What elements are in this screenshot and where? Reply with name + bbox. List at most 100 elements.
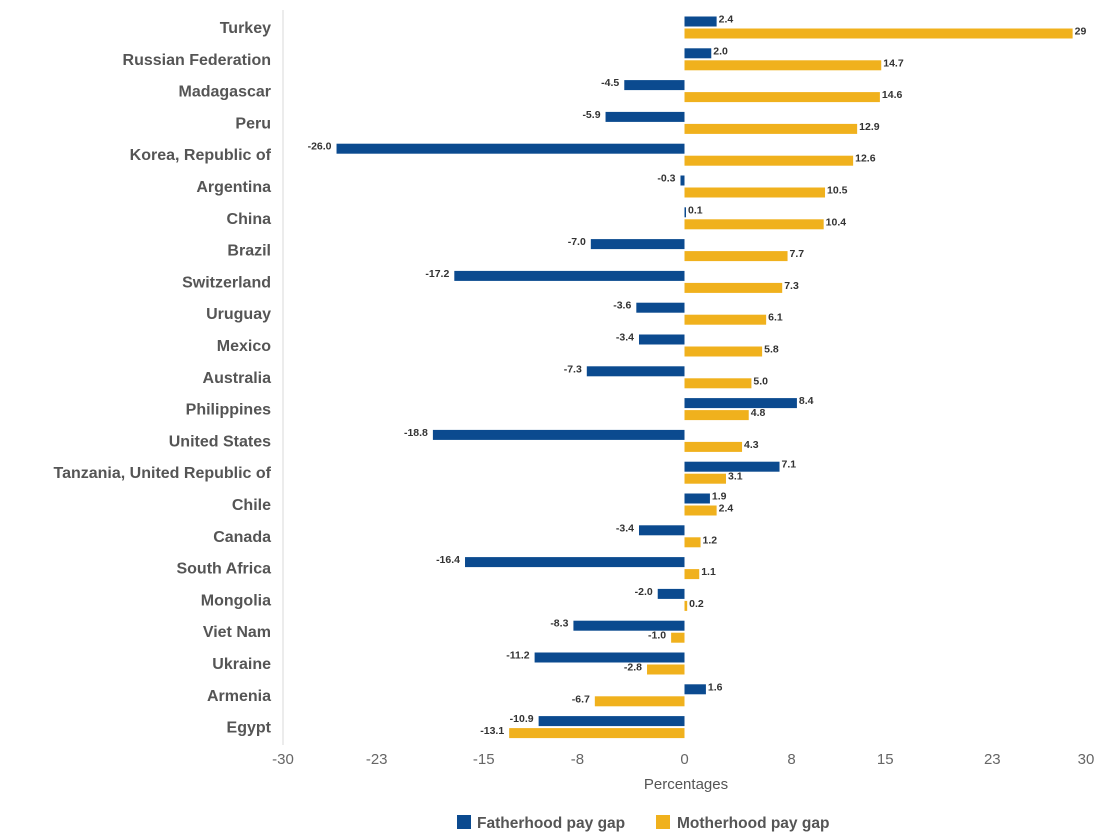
x-axis-title: Percentages (644, 776, 728, 793)
fatherhood-value-label-switzerland: -17.2 (425, 268, 449, 280)
category-label-china: China (227, 211, 272, 228)
motherhood-value-label-madagascar: 14.6 (882, 89, 903, 101)
motherhood-value-label-canada: 1.2 (703, 534, 718, 546)
bars-group (336, 16, 1073, 739)
category-label-philippines: Philippines (186, 402, 271, 419)
motherhood-bar-korea-republic-of (684, 155, 854, 166)
motherhood-value-label-ukraine: -2.8 (624, 662, 642, 674)
motherhood-value-label-philippines: 4.8 (751, 407, 766, 419)
motherhood-bar-australia (684, 378, 752, 389)
category-label-mexico: Mexico (217, 338, 271, 355)
fatherhood-value-label-united-states: -18.8 (404, 427, 428, 439)
category-label-mongolia: Mongolia (201, 592, 271, 609)
motherhood-bar-turkey (684, 28, 1073, 39)
motherhood-bar-canada (684, 537, 701, 548)
category-label-armenia: Armenia (207, 688, 271, 705)
category-label-viet-nam: Viet Nam (203, 624, 271, 641)
category-label-korea-republic-of: Korea, Republic of (130, 147, 272, 164)
motherhood-value-label-tanzania-united-republic-of: 3.1 (728, 471, 743, 483)
motherhood-value-label-viet-nam: -1.0 (648, 630, 666, 642)
fatherhood-bar-peru (605, 111, 685, 122)
fatherhood-value-label-mexico: -3.4 (616, 332, 634, 344)
motherhood-bar-south-africa (684, 569, 700, 580)
category-label-united-states: United States (169, 433, 271, 450)
fatherhood-bar-korea-republic-of (336, 143, 685, 154)
motherhood-value-label-united-states: 4.3 (744, 439, 759, 451)
motherhood-value-label-australia: 5.0 (753, 375, 768, 387)
motherhood-value-label-chile: 2.4 (719, 503, 734, 515)
fatherhood-bar-chile (684, 493, 710, 504)
fatherhood-bar-south-africa (465, 557, 685, 568)
category-label-canada: Canada (213, 529, 271, 546)
fatherhood-bar-canada (638, 525, 685, 536)
fatherhood-bar-united-states (432, 429, 685, 440)
x-tick-label: -30 (272, 751, 294, 768)
fatherhood-bar-switzerland (454, 270, 685, 281)
motherhood-bar-switzerland (684, 282, 783, 293)
motherhood-bar-armenia (594, 696, 685, 707)
category-label-tanzania-united-republic-of: Tanzania, United Republic of (54, 465, 272, 482)
fatherhood-value-label-south-africa: -16.4 (436, 554, 460, 566)
fatherhood-bar-egypt (538, 716, 685, 727)
legend-label-motherhood: Motherhood pay gap (677, 815, 829, 832)
motherhood-value-label-switzerland: 7.3 (784, 280, 799, 292)
fatherhood-value-label-brazil: -7.0 (568, 236, 586, 248)
motherhood-bar-china (684, 219, 824, 230)
fatherhood-bar-ukraine (534, 652, 685, 663)
fatherhood-bar-mexico (638, 334, 685, 345)
motherhood-value-label-korea-republic-of: 12.6 (855, 153, 876, 165)
x-tick-label: -8 (571, 751, 584, 768)
category-labels-group: Turkey Russian Federation Madagascar Peru Ko… (54, 20, 272, 737)
legend-label-fatherhood: Fatherhood pay gap (477, 815, 625, 832)
fatherhood-value-label-chile: 1.9 (712, 491, 727, 503)
fatherhood-value-label-china: 0.1 (688, 204, 703, 216)
fatherhood-value-label-uruguay: -3.6 (613, 300, 631, 312)
fatherhood-value-label-mongolia: -2.0 (635, 586, 653, 598)
motherhood-value-label-argentina: 10.5 (827, 185, 848, 197)
legend-swatch-motherhood (656, 815, 670, 829)
fatherhood-value-label-armenia: 1.6 (708, 681, 723, 693)
motherhood-bar-ukraine (647, 664, 685, 675)
motherhood-bar-mexico (684, 346, 763, 357)
motherhood-value-label-china: 10.4 (826, 216, 847, 228)
fatherhood-value-label-egypt: -10.9 (510, 713, 534, 725)
motherhood-bar-egypt (509, 728, 685, 739)
motherhood-bar-mongolia (684, 600, 688, 611)
x-tick-label: -15 (473, 751, 495, 768)
category-label-argentina: Argentina (196, 179, 271, 196)
fatherhood-value-label-argentina: -0.3 (657, 173, 675, 185)
x-tick-label: 15 (877, 751, 894, 768)
fatherhood-value-label-tanzania-united-republic-of: 7.1 (782, 459, 797, 471)
motherhood-bar-russian-federation (684, 60, 882, 71)
category-label-madagascar: Madagascar (179, 84, 272, 101)
fatherhood-bar-turkey (684, 16, 717, 27)
fatherhood-value-label-ukraine: -11.2 (506, 650, 530, 662)
fatherhood-bar-brazil (590, 239, 685, 250)
motherhood-value-label-uruguay: 6.1 (768, 312, 783, 324)
fatherhood-value-label-korea-republic-of: -26.0 (308, 141, 332, 153)
category-label-south-africa: South Africa (176, 561, 271, 578)
category-label-egypt: Egypt (227, 720, 272, 737)
x-tick-label: 0 (680, 751, 688, 768)
category-label-chile: Chile (232, 497, 271, 514)
fatherhood-bar-australia (586, 366, 685, 377)
fatherhood-bar-russian-federation (684, 48, 712, 59)
fatherhood-value-label-turkey: 2.4 (719, 14, 734, 26)
category-label-uruguay: Uruguay (206, 306, 271, 323)
fatherhood-value-label-philippines: 8.4 (799, 395, 814, 407)
motherhood-bar-uruguay (684, 314, 767, 325)
legend-swatch-fatherhood (457, 815, 471, 829)
fatherhood-bar-argentina (680, 175, 685, 186)
category-label-australia: Australia (203, 370, 272, 387)
motherhood-value-label-peru: 12.9 (859, 121, 880, 133)
fatherhood-value-label-madagascar: -4.5 (601, 77, 619, 89)
x-tick-label: 8 (787, 751, 795, 768)
category-label-russian-federation: Russian Federation (123, 52, 271, 69)
x-tick-label: -23 (366, 751, 388, 768)
fatherhood-bar-tanzania-united-republic-of (684, 461, 780, 472)
value-labels-group: 2.4 29 2.0 14.7 -4.5 14.6 -5.9 12.9 -26.0 12.6 -0.… (308, 14, 1087, 738)
motherhood-bar-tanzania-united-republic-of (684, 473, 726, 484)
motherhood-value-label-mexico: 5.8 (764, 344, 779, 356)
category-label-turkey: Turkey (220, 20, 271, 37)
